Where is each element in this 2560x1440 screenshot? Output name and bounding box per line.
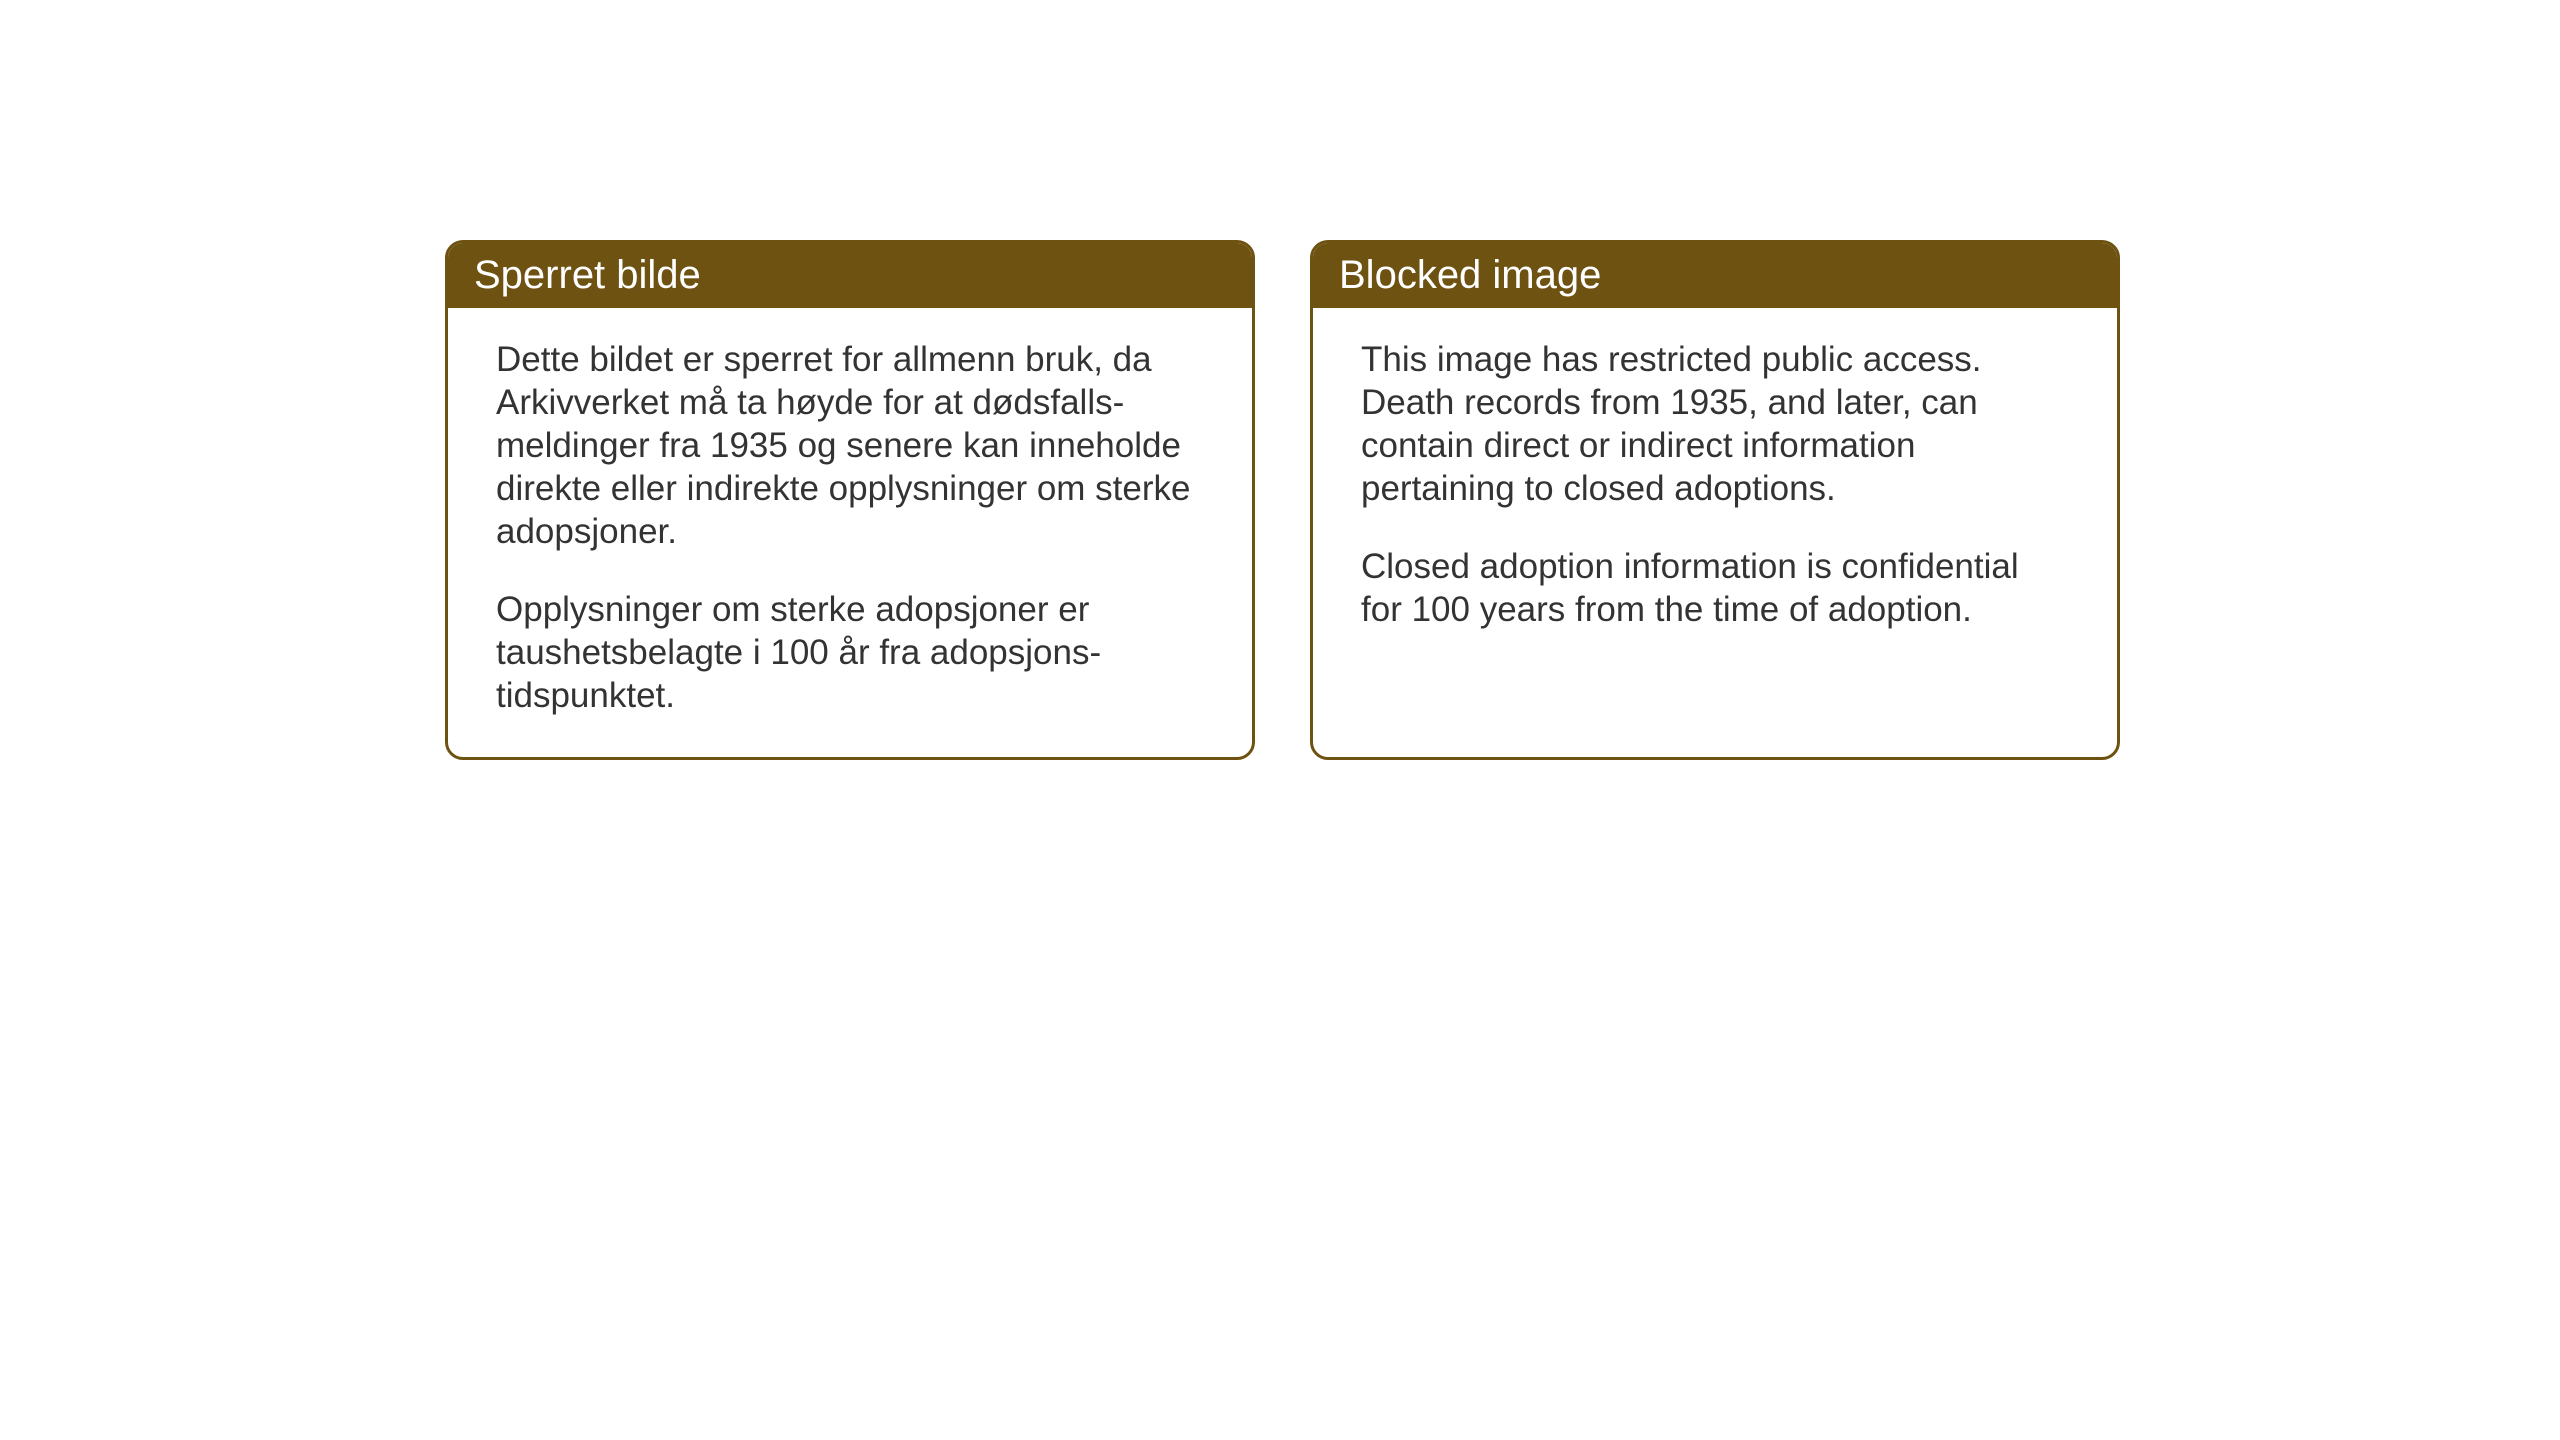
english-paragraph-2: Closed adoption information is confident… — [1361, 545, 2069, 631]
english-card-body: This image has restricted public access.… — [1313, 308, 2117, 671]
notice-cards-container: Sperret bilde Dette bildet er sperret fo… — [445, 240, 2120, 760]
english-paragraph-1: This image has restricted public access.… — [1361, 338, 2069, 510]
english-card-title: Blocked image — [1313, 243, 2117, 308]
norwegian-paragraph-2: Opplysninger om sterke adopsjoner er tau… — [496, 588, 1204, 717]
english-notice-card: Blocked image This image has restricted … — [1310, 240, 2120, 760]
norwegian-card-body: Dette bildet er sperret for allmenn bruk… — [448, 308, 1252, 757]
norwegian-card-title: Sperret bilde — [448, 243, 1252, 308]
norwegian-notice-card: Sperret bilde Dette bildet er sperret fo… — [445, 240, 1255, 760]
norwegian-paragraph-1: Dette bildet er sperret for allmenn bruk… — [496, 338, 1204, 553]
